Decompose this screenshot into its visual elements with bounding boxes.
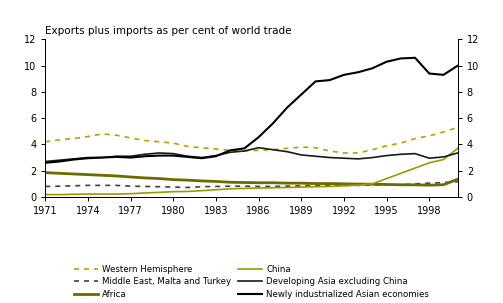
- Legend: Western Hemisphere, Middle East, Malta and Turkey, Africa, China, Developing Asi: Western Hemisphere, Middle East, Malta a…: [73, 265, 430, 299]
- Text: Exports plus imports as per cent of world trade: Exports plus imports as per cent of worl…: [45, 26, 292, 36]
